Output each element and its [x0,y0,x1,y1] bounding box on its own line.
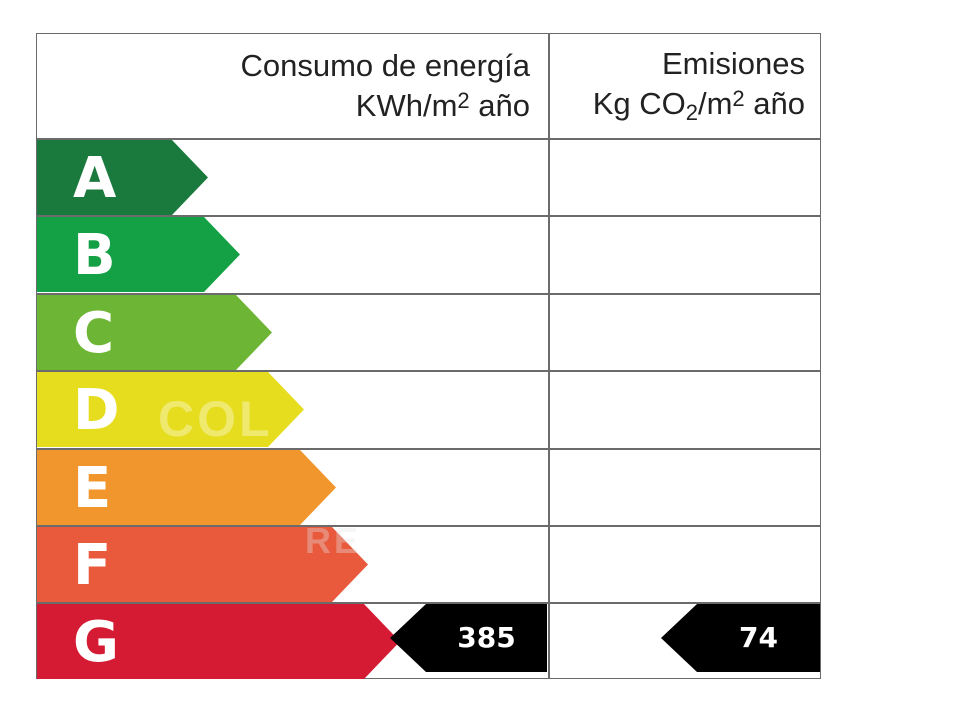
rating-band-a: A [37,140,208,215]
rating-band-b: B [37,217,240,292]
row-divider [36,293,821,295]
badge-arrow-shape [661,604,820,672]
emissions-rating-badge: 74 [661,604,820,672]
band-arrow-shape [37,372,304,447]
badge-arrow-shape [390,604,547,672]
rating-band-g: G [37,604,400,679]
emissions-header: Emisiones Kg CO2/m2 año [593,44,805,124]
row-divider [36,215,821,217]
band-letter: C [73,301,117,366]
emissions-header-title: Emisiones [662,46,805,81]
rating-band-d: D [37,372,304,447]
energy-header-unit: KWh/m2 año [355,88,530,123]
row-divider [36,370,821,372]
band-arrow-shape [37,217,240,292]
energy-rating-badge: 385 [390,604,547,672]
rating-band-e: E [37,450,336,525]
band-arrow-shape [37,295,272,370]
band-arrow [37,140,208,215]
rating-band-c: C [37,295,272,370]
band-letter: F [73,533,114,598]
band-arrow [37,372,304,447]
band-arrow-shape [37,450,336,525]
band-arrow [37,604,400,679]
band-letter: B [73,223,118,288]
row-divider [36,602,821,604]
band-letter: D [73,378,122,443]
band-letter: A [73,146,119,211]
band-arrow [37,527,368,602]
row-divider [36,448,821,450]
emissions-value: 74 [739,621,778,654]
band-letter: G [73,610,121,675]
band-letter: E [73,456,114,521]
band-arrow-shape [37,527,368,602]
band-arrow-shape [37,140,208,215]
energy-value: 385 [457,621,516,654]
band-arrow [37,217,240,292]
band-arrow-shape [37,604,400,679]
energy-consumption-header: Consumo de energía KWh/m2 año [240,46,530,126]
band-arrow [37,295,272,370]
row-divider [36,138,821,140]
energy-header-title: Consumo de energía [240,48,530,83]
column-divider [548,33,550,679]
energy-label-table [36,33,821,679]
band-arrow [37,450,336,525]
rating-band-f: F [37,527,368,602]
emissions-header-unit: Kg CO2/m2 año [592,86,805,125]
row-divider [36,525,821,527]
